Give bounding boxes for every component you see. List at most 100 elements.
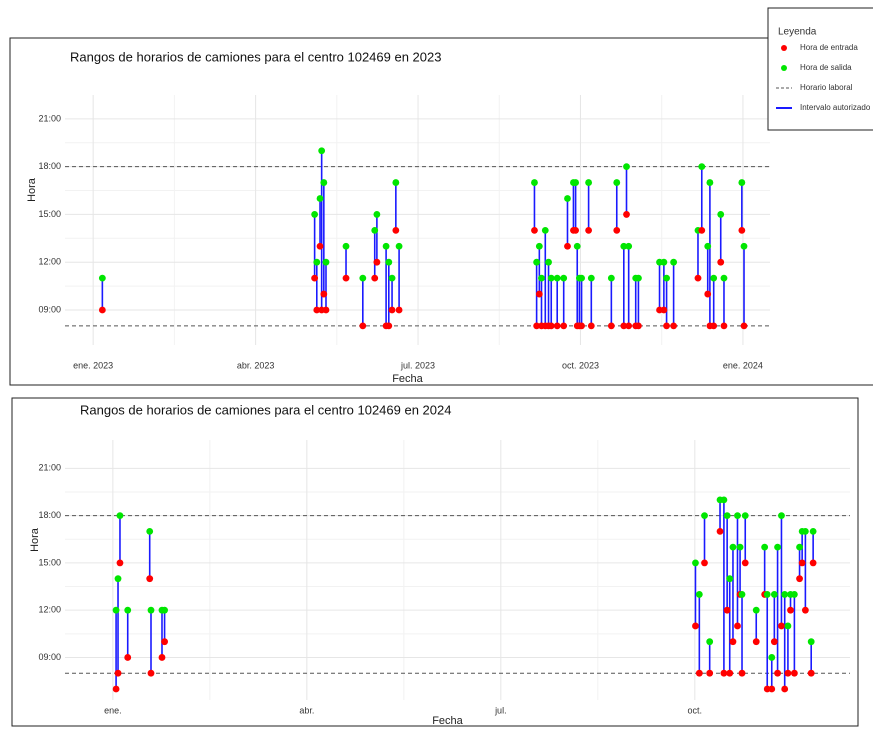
entry-point: [116, 559, 124, 567]
entry-point: [723, 606, 731, 614]
legend-label: Hora de entrada: [800, 43, 858, 52]
exit-point: [116, 512, 124, 520]
entry-point: [158, 654, 166, 661]
exit-point: [311, 211, 319, 218]
exit-point: [774, 543, 781, 551]
entry-point: [560, 322, 568, 330]
exit-point: [147, 606, 155, 614]
entry-point: [587, 322, 595, 330]
entry-point: [738, 226, 746, 234]
entry-point: [720, 322, 728, 330]
x-tick-label: jul.: [494, 705, 507, 715]
entry-point: [807, 669, 815, 677]
entry-point: [533, 322, 541, 330]
exit-point: [738, 591, 746, 598]
exit-point: [395, 242, 403, 250]
exit-point: [768, 654, 776, 661]
exit-point: [778, 512, 785, 520]
entry-point: [784, 669, 792, 677]
exit-point: [763, 591, 771, 598]
entry-point: [320, 290, 328, 298]
exit-point: [781, 591, 789, 598]
entry-point: [553, 322, 561, 330]
x-tick-label: abr.: [299, 705, 314, 715]
entry-point: [694, 274, 702, 282]
entry-point: [720, 669, 728, 677]
exit-point: [663, 274, 670, 282]
exit-point: [784, 622, 792, 630]
exit-point: [706, 179, 714, 186]
exit-point: [726, 575, 734, 583]
x-tick-label: ene.: [104, 705, 122, 715]
entry-point: [717, 258, 725, 266]
entry-point: [752, 638, 760, 646]
legend-symbol: [781, 65, 787, 71]
entry-point: [623, 211, 630, 218]
exit-point: [388, 274, 396, 282]
entry-point: [625, 322, 633, 330]
entry-point: [388, 306, 396, 314]
entry-point: [695, 669, 703, 677]
legend-label: Intervalo autorizado: [800, 103, 871, 112]
entry-point: [801, 606, 809, 614]
entry-point: [342, 274, 350, 282]
entry-point: [585, 226, 593, 234]
chart-title: Rangos de horarios de camiones para el c…: [70, 49, 441, 64]
y-tick-label: 12:00: [38, 605, 61, 615]
entry-point: [311, 274, 319, 282]
entry-point: [535, 290, 543, 298]
y-tick-label: 09:00: [38, 304, 61, 314]
y-tick-label: 15:00: [38, 209, 61, 219]
panel-frame: [11, 397, 859, 727]
exit-point: [535, 242, 543, 250]
exit-point: [533, 258, 541, 266]
exit-point: [359, 274, 367, 282]
exit-point: [790, 591, 798, 598]
entry-point: [161, 638, 168, 646]
entry-point: [635, 322, 642, 330]
entry-point: [790, 669, 798, 677]
entry-point: [359, 322, 367, 330]
entry-point: [809, 559, 817, 567]
exit-point: [112, 606, 120, 614]
entry-point: [774, 669, 781, 677]
entry-point: [741, 559, 749, 567]
exit-point: [706, 638, 714, 646]
exit-point: [801, 527, 809, 535]
legend-symbol: [781, 45, 787, 51]
exit-point: [320, 179, 328, 186]
exit-point: [698, 163, 706, 171]
entry-point: [781, 685, 789, 693]
exit-point: [613, 179, 621, 186]
entry-point: [371, 274, 379, 282]
exit-point: [723, 512, 731, 520]
entry-point: [698, 226, 706, 234]
entry-point: [710, 322, 718, 330]
exit-point: [720, 496, 728, 504]
exit-point: [547, 274, 555, 282]
entry-point: [98, 306, 106, 314]
entry-point: [716, 527, 724, 535]
entry-point: [112, 685, 120, 693]
exit-point: [670, 258, 678, 266]
exit-point: [807, 638, 815, 646]
exit-point: [770, 591, 778, 598]
exit-point: [736, 543, 744, 551]
entry-point: [620, 322, 628, 330]
entry-point: [660, 306, 668, 314]
exit-point: [541, 226, 549, 234]
entry-point: [768, 685, 776, 693]
exit-point: [545, 258, 552, 266]
entry-point: [313, 306, 321, 314]
entry-point: [738, 669, 746, 677]
exit-point: [738, 179, 746, 186]
entry-point: [322, 306, 330, 314]
entry-point: [670, 322, 678, 330]
exit-point: [809, 527, 817, 535]
entry-point: [787, 606, 794, 614]
exit-point: [316, 195, 324, 202]
y-tick-label: 18:00: [38, 510, 61, 520]
entry-point: [578, 322, 585, 330]
legend-title: Leyenda: [778, 27, 817, 38]
